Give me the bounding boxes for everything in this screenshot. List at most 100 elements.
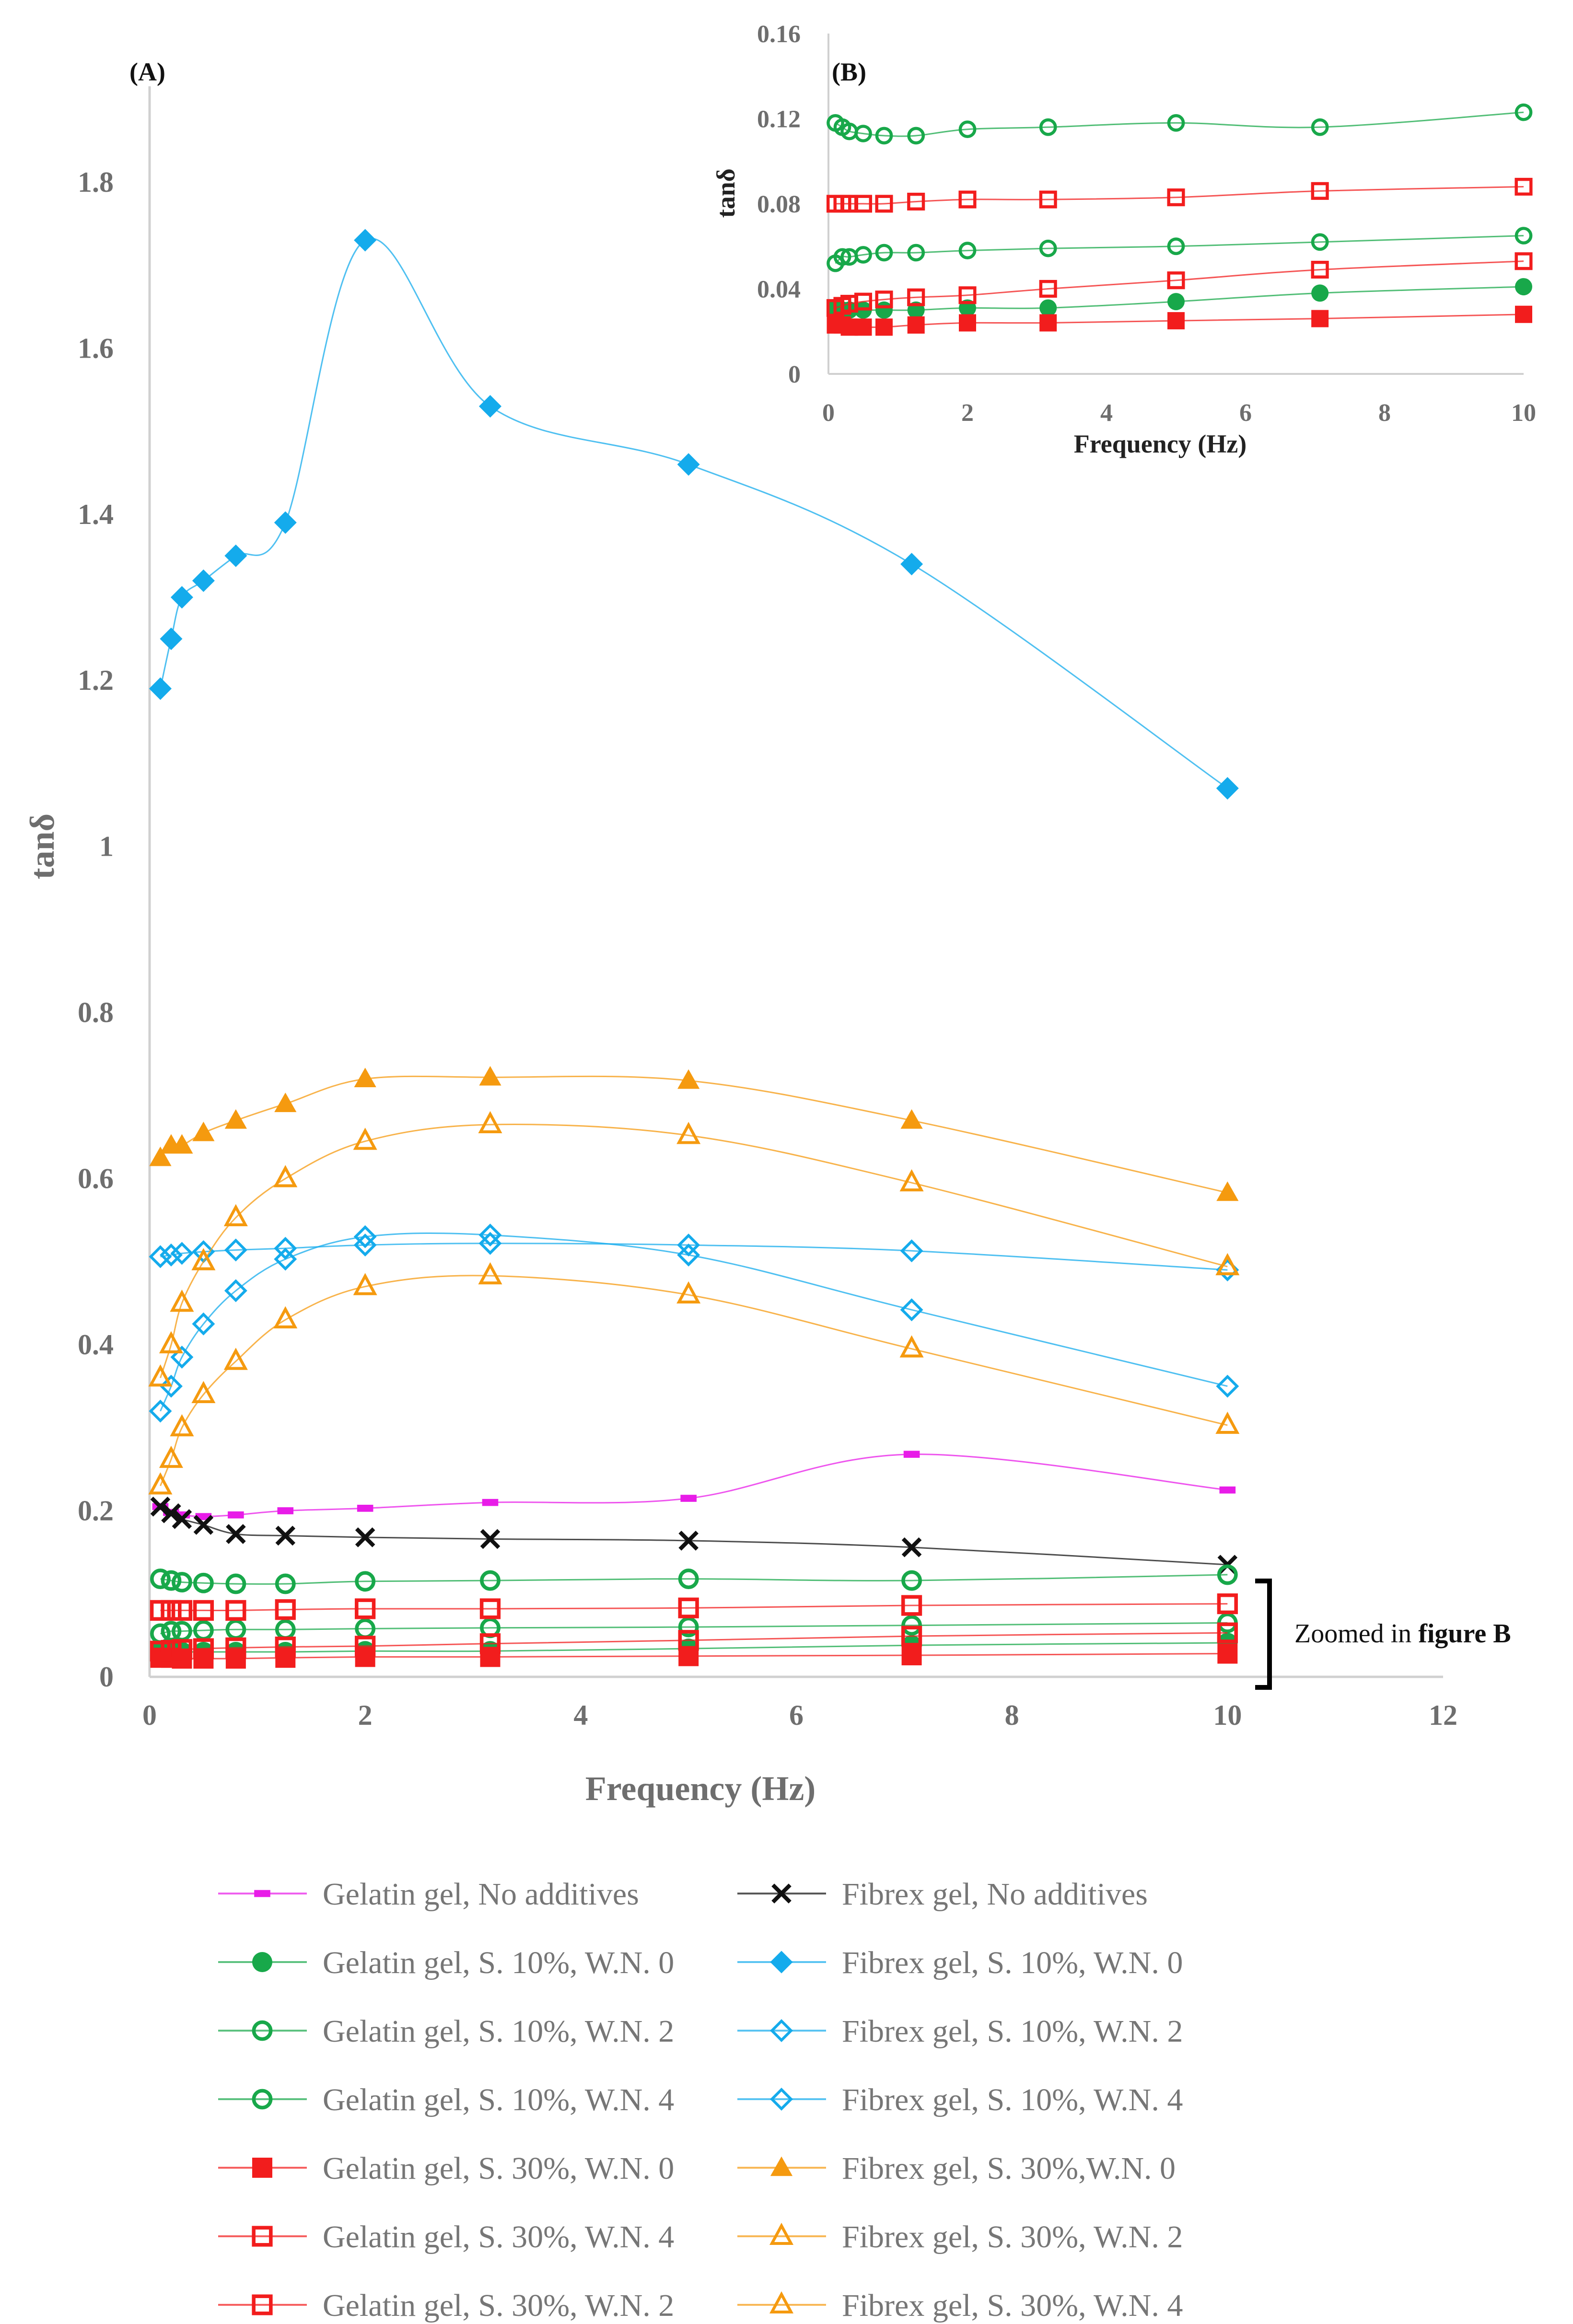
data-point-fibrex-gel-s-10-w-n-4 bbox=[170, 1346, 194, 1369]
data-point-fibrex-gel-s-30-w-n-4 bbox=[191, 1381, 216, 1404]
data-point-fibrex-gel-s-30-w-n-0 bbox=[224, 1109, 247, 1129]
data-point-gelatin-gel-s-30-w-n-0 bbox=[901, 1645, 922, 1665]
data-point-fibrex-gel-s-10-w-n-0 bbox=[1216, 777, 1239, 800]
b-data-point-gelatin-gel-s-10-w-n-2 bbox=[1039, 239, 1057, 257]
legend-marker-fibrex-gel-no-additives bbox=[771, 1883, 792, 1904]
x-tick-label: 2 bbox=[358, 1699, 373, 1731]
data-point-fibrex-gel-s-10-w-n-2 bbox=[274, 1237, 297, 1260]
b-data-point-gelatin-gel-s-30-w-n-2 bbox=[1515, 252, 1533, 270]
b-y-tick-label: 0.12 bbox=[757, 106, 801, 133]
data-point-gelatin-gel-no-additives bbox=[482, 1499, 499, 1506]
data-point-fibrex-gel-s-30-w-n-2 bbox=[159, 1331, 183, 1354]
b-data-point-gelatin-gel-s-30-w-n-0 bbox=[1311, 310, 1329, 327]
data-point-gelatin-gel-s-30-w-n-4 bbox=[1217, 1593, 1238, 1615]
b-y-tick-label: 0.16 bbox=[757, 21, 801, 48]
legend-marker-fibrex-gel-s-30-w-n-0 bbox=[770, 2156, 793, 2176]
data-point-gelatin-gel-s-30-w-n-2 bbox=[225, 1637, 246, 1658]
data-point-fibrex-gel-no-additives bbox=[480, 1529, 501, 1549]
data-point-fibrex-gel-s-10-w-n-2 bbox=[478, 1232, 502, 1255]
series-line-fibrex-gel-s-30-w-n-2 bbox=[160, 1124, 1228, 1378]
legend: Gelatin gel, No additives Fibrex gel, No … bbox=[218, 1877, 1183, 2323]
legend-label-fibrex-gel-no-additives: Fibrex gel, No additives bbox=[842, 1877, 1148, 1912]
b-data-point-gelatin-gel-s-30-w-n-0 bbox=[875, 318, 893, 336]
data-point-fibrex-gel-no-additives bbox=[161, 1503, 181, 1523]
data-point-fibrex-gel-s-10-w-n-0 bbox=[354, 229, 377, 252]
panel-a-title: (A) bbox=[129, 58, 165, 86]
data-point-gelatin-gel-s-30-w-n-0 bbox=[355, 1647, 375, 1667]
y-tick-label: 1.6 bbox=[78, 332, 114, 364]
legend-label-gelatin-gel-s-10-w-n-0: Gelatin gel, S. 10%, W.N. 0 bbox=[323, 1945, 674, 1980]
data-point-fibrex-gel-s-30-w-n-2 bbox=[170, 1290, 194, 1312]
b-data-point-gelatin-gel-s-30-w-n-4 bbox=[958, 190, 977, 209]
x-axis-label: Frequency (Hz) bbox=[585, 1769, 816, 1808]
b-data-point-gelatin-gel-s-10-w-n-0 bbox=[1167, 293, 1185, 311]
data-point-fibrex-gel-no-additives bbox=[275, 1525, 296, 1546]
b-x-tick-label: 4 bbox=[1100, 399, 1113, 427]
series-line-gelatin-gel-s-30-w-n-2 bbox=[160, 1632, 1228, 1652]
series-line-fibrex-gel-s-10-w-n-4 bbox=[160, 1232, 1228, 1412]
b-y-tick-label: 0.04 bbox=[757, 276, 801, 303]
b-data-point-gelatin-gel-s-10-w-n-0 bbox=[1311, 284, 1329, 302]
data-point-gelatin-gel-s-30-w-n-2 bbox=[901, 1626, 922, 1647]
legend-marker-gelatin-gel-s-30-w-n-2 bbox=[252, 2294, 273, 2315]
data-point-gelatin-gel-s-10-w-n-4 bbox=[150, 1569, 171, 1590]
b-data-point-gelatin-gel-s-10-w-n-4 bbox=[875, 127, 893, 145]
zoom-annotation: Zoomed in figure B bbox=[1255, 1579, 1511, 1690]
data-point-fibrex-gel-s-10-w-n-2 bbox=[149, 1245, 172, 1268]
data-point-fibrex-gel-s-30-w-n-0 bbox=[149, 1146, 172, 1166]
data-point-fibrex-gel-s-30-w-n-2 bbox=[223, 1204, 248, 1227]
legend-marker-fibrex-gel-s-30-w-n-4 bbox=[769, 2291, 794, 2313]
b-data-point-gelatin-gel-s-30-w-n-0 bbox=[1167, 312, 1185, 330]
data-point-fibrex-gel-s-30-w-n-0 bbox=[1216, 1181, 1239, 1201]
data-point-gelatin-gel-s-10-w-n-4 bbox=[275, 1573, 296, 1594]
data-point-gelatin-gel-s-10-w-n-4 bbox=[355, 1571, 376, 1592]
b-x-tick-label: 10 bbox=[1511, 399, 1536, 427]
zoom-annotation-prefix: Zoomed in bbox=[1294, 1619, 1418, 1649]
legend-label-fibrex-gel-s-30-w-n-2: Fibrex gel, S. 30%, W.N. 2 bbox=[842, 2219, 1183, 2254]
data-point-gelatin-gel-s-10-w-n-4 bbox=[901, 1570, 922, 1591]
data-point-fibrex-gel-no-additives bbox=[193, 1515, 214, 1535]
data-point-fibrex-gel-s-10-w-n-0 bbox=[677, 453, 700, 476]
data-point-gelatin-gel-s-10-w-n-4 bbox=[480, 1570, 501, 1591]
b-data-point-gelatin-gel-s-30-w-n-2 bbox=[875, 290, 893, 309]
b-data-point-gelatin-gel-s-30-w-n-2 bbox=[854, 292, 873, 311]
data-point-fibrex-gel-no-additives bbox=[226, 1524, 246, 1544]
series-line-gelatin-gel-s-30-w-n-4 bbox=[160, 1603, 1228, 1612]
data-point-gelatin-gel-s-30-w-n-4 bbox=[171, 1600, 193, 1621]
b-data-point-gelatin-gel-s-30-w-n-4 bbox=[875, 195, 893, 213]
zoom-annotation-text: Zoomed in figure B bbox=[1294, 1619, 1511, 1649]
chart-a: (A) 0 0.2 0.4 0.6 0.8 1 1.2 1.4 1.6 1.8 0 2 4 6 8 10 12 F… bbox=[23, 58, 1511, 2323]
data-point-fibrex-gel-s-10-w-n-4 bbox=[1216, 1374, 1239, 1398]
data-point-fibrex-gel-s-10-w-n-4 bbox=[274, 1247, 297, 1271]
b-data-point-gelatin-gel-s-10-w-n-2 bbox=[833, 248, 851, 266]
data-point-gelatin-gel-s-30-w-n-2 bbox=[150, 1640, 171, 1662]
legend-marker-gelatin-gel-s-30-w-n-4 bbox=[252, 2226, 273, 2247]
b-data-point-gelatin-gel-s-10-w-n-2 bbox=[1515, 227, 1533, 244]
data-point-gelatin-gel-s-10-w-n-4 bbox=[225, 1573, 246, 1594]
series-line-gelatin-gel-s-10-w-n-4 bbox=[160, 1574, 1228, 1585]
legend-label-fibrex-gel-s-30-w-n-4: Fibrex gel, S. 30%, W.N. 4 bbox=[842, 2288, 1183, 2323]
data-point-gelatin-gel-s-10-w-n-2 bbox=[161, 1621, 182, 1642]
legend-label-gelatin-gel-no-additives: Gelatin gel, No additives bbox=[323, 1877, 639, 1912]
data-point-fibrex-gel-s-10-w-n-0 bbox=[478, 395, 501, 418]
data-point-gelatin-gel-s-30-w-n-4 bbox=[150, 1600, 171, 1621]
data-point-gelatin-gel-s-30-w-n-2 bbox=[275, 1637, 296, 1658]
legend-marker-fibrex-gel-s-30-w-n-2 bbox=[769, 2222, 794, 2245]
data-point-fibrex-gel-no-additives bbox=[901, 1537, 922, 1557]
b-data-point-gelatin-gel-s-30-w-n-4 bbox=[1039, 190, 1057, 209]
y-tick-label: 1.4 bbox=[78, 499, 114, 530]
legend-marker-fibrex-gel-s-10-w-n-0 bbox=[770, 1951, 793, 1974]
b-data-point-gelatin-gel-s-30-w-n-2 bbox=[1167, 271, 1185, 290]
b-data-point-gelatin-gel-s-30-w-n-2 bbox=[1311, 261, 1329, 279]
b-data-point-gelatin-gel-s-30-w-n-4 bbox=[907, 193, 925, 211]
data-point-fibrex-gel-no-additives bbox=[150, 1497, 171, 1517]
chart-b-background bbox=[710, 19, 1553, 465]
data-point-gelatin-gel-s-30-w-n-0 bbox=[1217, 1643, 1238, 1664]
data-point-fibrex-gel-s-10-w-n-0 bbox=[149, 677, 172, 700]
b-data-point-gelatin-gel-s-30-w-n-2 bbox=[958, 286, 977, 304]
b-series-line-gelatin-gel-s-10-w-n-2 bbox=[835, 235, 1524, 264]
data-point-fibrex-gel-s-10-w-n-4 bbox=[149, 1399, 172, 1423]
data-point-fibrex-gel-s-10-w-n-4 bbox=[677, 1243, 700, 1267]
b-data-point-gelatin-gel-s-10-w-n-2 bbox=[1311, 233, 1329, 251]
data-point-gelatin-gel-s-30-w-n-0 bbox=[275, 1648, 296, 1668]
